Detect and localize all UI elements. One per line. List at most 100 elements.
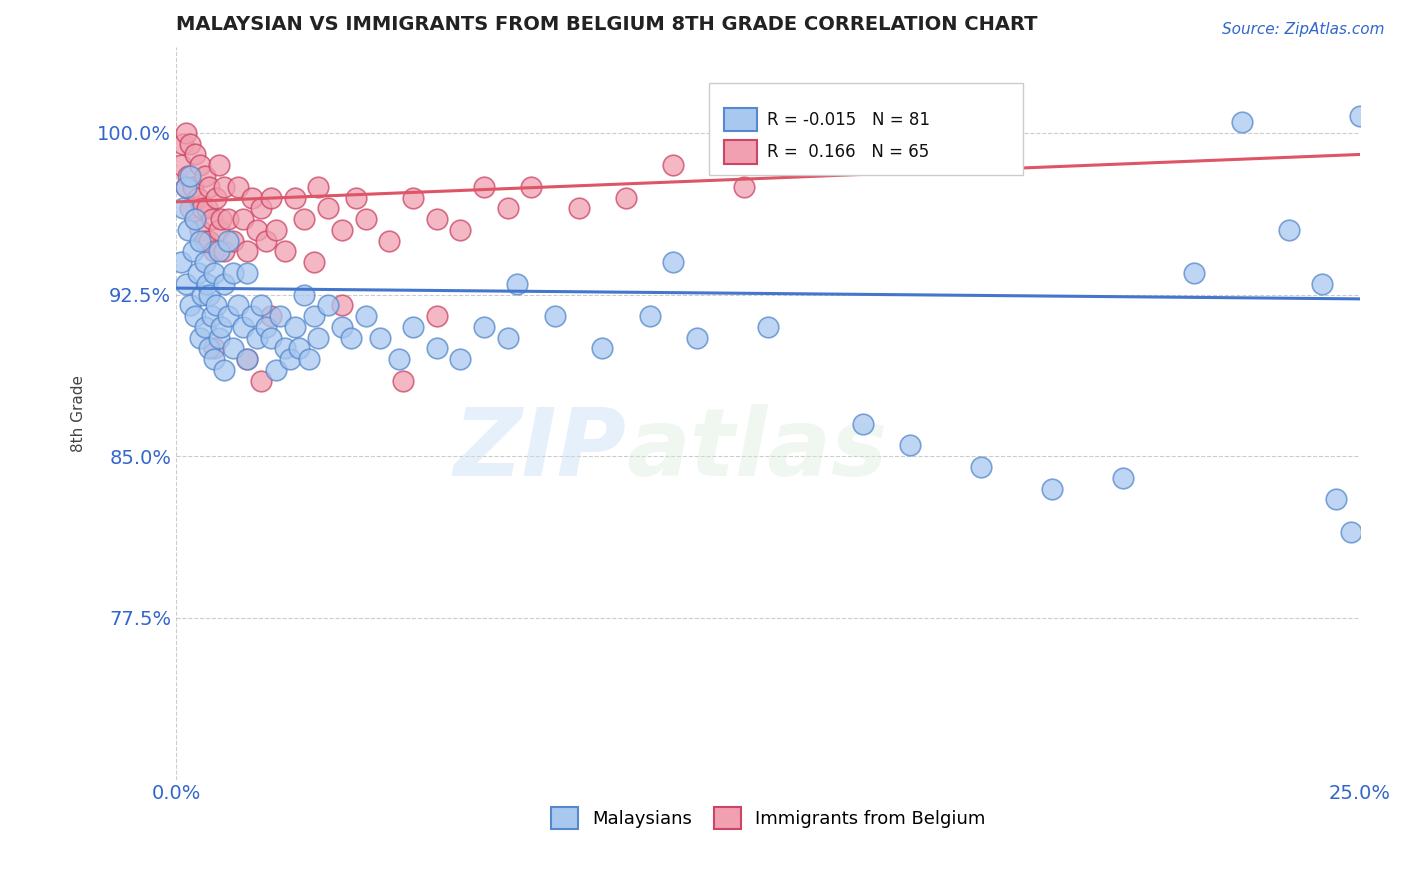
Point <box>226 179 249 194</box>
Point <box>302 255 325 269</box>
Point <box>1348 109 1371 123</box>
Point <box>209 212 232 227</box>
Point <box>302 309 325 323</box>
Point <box>205 190 228 204</box>
Point <box>591 342 613 356</box>
Point <box>852 417 875 431</box>
Point <box>316 202 339 216</box>
Bar <box>724 140 758 164</box>
Point <box>177 223 200 237</box>
Point <box>686 331 709 345</box>
Point <box>231 212 253 227</box>
Point <box>208 223 231 237</box>
Point <box>250 374 273 388</box>
Point <box>298 352 321 367</box>
Point <box>170 158 193 172</box>
Point <box>188 331 211 345</box>
Point <box>191 202 214 216</box>
Point <box>222 266 245 280</box>
Point <box>506 277 529 291</box>
Point <box>288 342 311 356</box>
Point <box>496 202 519 216</box>
Point <box>212 277 235 291</box>
Point <box>222 342 245 356</box>
Point <box>254 234 277 248</box>
Point <box>368 331 391 345</box>
Point <box>172 202 194 216</box>
Point <box>250 298 273 312</box>
Point <box>195 202 218 216</box>
Point <box>186 190 208 204</box>
Point <box>378 234 401 248</box>
Point <box>194 255 217 269</box>
Point <box>426 309 449 323</box>
Point <box>179 298 201 312</box>
Point <box>208 244 231 259</box>
Point <box>201 309 224 323</box>
Point <box>194 234 217 248</box>
Text: ZIP: ZIP <box>453 404 626 496</box>
Point <box>278 352 301 367</box>
Point <box>449 223 471 237</box>
Point <box>756 319 779 334</box>
Point <box>1278 223 1301 237</box>
Point <box>174 277 197 291</box>
Point <box>274 342 297 356</box>
Point <box>246 223 269 237</box>
Point <box>212 363 235 377</box>
Point <box>307 179 329 194</box>
Point <box>638 309 661 323</box>
Point <box>195 277 218 291</box>
Y-axis label: 8th Grade: 8th Grade <box>72 375 86 451</box>
Point <box>194 319 217 334</box>
Point <box>1230 115 1253 129</box>
Point <box>1310 277 1333 291</box>
Point <box>184 212 207 227</box>
Point <box>231 319 253 334</box>
Point <box>1112 471 1135 485</box>
Point <box>181 179 204 194</box>
Point <box>269 309 291 323</box>
FancyBboxPatch shape <box>709 83 1022 175</box>
Point <box>264 363 287 377</box>
Point <box>170 255 193 269</box>
Point <box>662 255 685 269</box>
Point <box>898 438 921 452</box>
Point <box>316 298 339 312</box>
Point <box>330 223 353 237</box>
Point <box>614 190 637 204</box>
Point <box>184 147 207 161</box>
Point <box>662 158 685 172</box>
Point <box>198 234 221 248</box>
Point <box>284 190 307 204</box>
Point <box>307 331 329 345</box>
Point <box>209 319 232 334</box>
Point <box>1324 492 1347 507</box>
Point <box>208 331 231 345</box>
Point <box>212 244 235 259</box>
Text: R =  0.166   N = 65: R = 0.166 N = 65 <box>766 144 929 161</box>
Point <box>184 309 207 323</box>
Point <box>426 212 449 227</box>
Point <box>1340 524 1362 539</box>
Point <box>202 244 225 259</box>
Point <box>520 179 543 194</box>
Point <box>292 287 315 301</box>
Point <box>174 179 197 194</box>
Point <box>177 169 200 183</box>
Point <box>191 287 214 301</box>
Point <box>292 212 315 227</box>
Point <box>496 331 519 345</box>
Point <box>217 309 239 323</box>
Point <box>354 309 377 323</box>
Point <box>198 342 221 356</box>
Point <box>426 342 449 356</box>
Point <box>1040 482 1063 496</box>
Point <box>260 190 283 204</box>
Point <box>198 179 221 194</box>
Point <box>202 266 225 280</box>
Text: Source: ZipAtlas.com: Source: ZipAtlas.com <box>1222 22 1385 37</box>
Point <box>330 319 353 334</box>
Point <box>226 298 249 312</box>
Point <box>274 244 297 259</box>
